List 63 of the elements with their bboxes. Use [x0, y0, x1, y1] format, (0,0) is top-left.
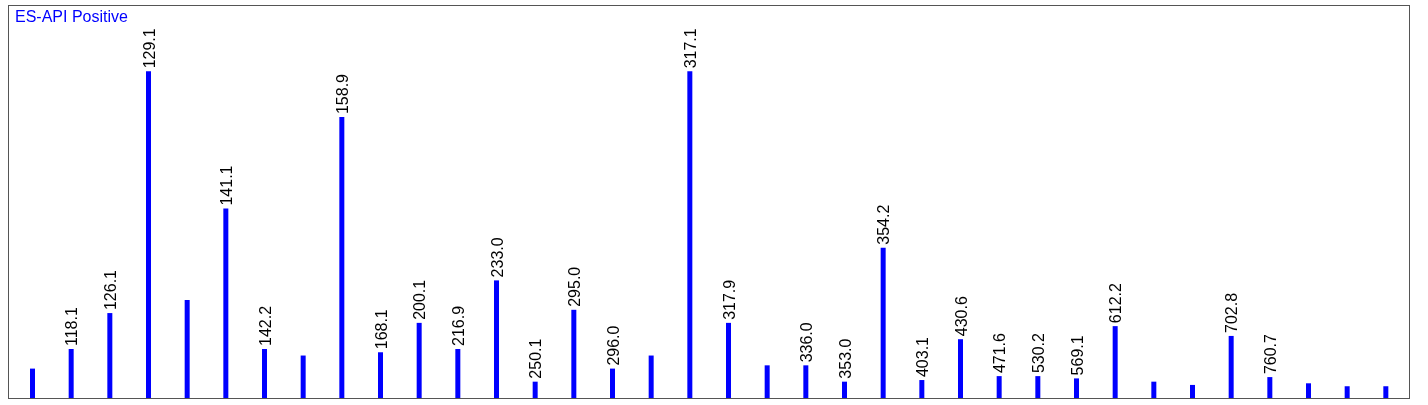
text: 530.2: [1029, 333, 1047, 374]
text: 295.0: [565, 266, 583, 307]
bar: [532, 381, 538, 398]
text: 612.2: [1107, 283, 1125, 324]
bar: [262, 349, 267, 398]
bar: [880, 247, 886, 398]
bar: [1228, 335, 1234, 398]
bar: [1151, 381, 1157, 398]
text: 760.7: [1261, 334, 1279, 375]
bar: [610, 368, 615, 398]
bar: [184, 300, 190, 398]
text: 403.1: [913, 336, 931, 378]
bar: [687, 71, 693, 398]
text: 216.9: [449, 305, 467, 346]
text: 353.0: [836, 338, 854, 379]
bar: [146, 71, 151, 398]
bar: [494, 280, 499, 398]
text: 317.9: [720, 279, 738, 320]
bar: [300, 355, 306, 398]
bar: [919, 380, 925, 398]
text: 250.1: [527, 338, 545, 379]
bar: [1383, 386, 1389, 398]
text: 168.1: [372, 309, 390, 350]
bar: [378, 352, 383, 398]
bar: [1112, 326, 1118, 398]
bar: [1267, 377, 1273, 398]
bar: [455, 349, 461, 398]
text: 158.9: [333, 74, 351, 115]
bar: [996, 376, 1002, 398]
bar: [416, 322, 422, 398]
bar: [842, 381, 847, 398]
text: 317.1: [681, 28, 699, 69]
text: 126.1: [101, 270, 119, 311]
text: 141.1: [217, 165, 235, 206]
text: 336.0: [797, 322, 815, 363]
bar: [68, 349, 74, 398]
text: 430.6: [952, 296, 970, 337]
bar: [1306, 383, 1311, 398]
text: 129.1: [140, 28, 158, 69]
text: 471.6: [991, 333, 1009, 374]
text: 354.2: [875, 204, 893, 245]
bar: [223, 208, 229, 398]
bar: [30, 368, 35, 398]
bar: [107, 313, 113, 398]
text: 702.8: [1223, 292, 1241, 333]
text: 142.2: [256, 305, 274, 346]
bar: [1035, 376, 1041, 398]
text: 118.1: [63, 307, 81, 346]
bar: [803, 365, 809, 398]
text: 569.1: [1068, 335, 1086, 376]
text: 296.0: [604, 325, 622, 366]
bar: [339, 117, 345, 398]
bar: [726, 322, 731, 398]
bar: [958, 339, 963, 398]
bar: [648, 355, 654, 398]
bar: [1074, 378, 1079, 398]
bar: [1344, 386, 1350, 398]
text: 233.0: [488, 237, 506, 278]
bar: [764, 365, 770, 398]
chart-title: ES-API Positive: [15, 8, 128, 26]
bar: [1190, 384, 1195, 398]
text: 200.1: [411, 279, 429, 320]
bar: [571, 309, 577, 398]
